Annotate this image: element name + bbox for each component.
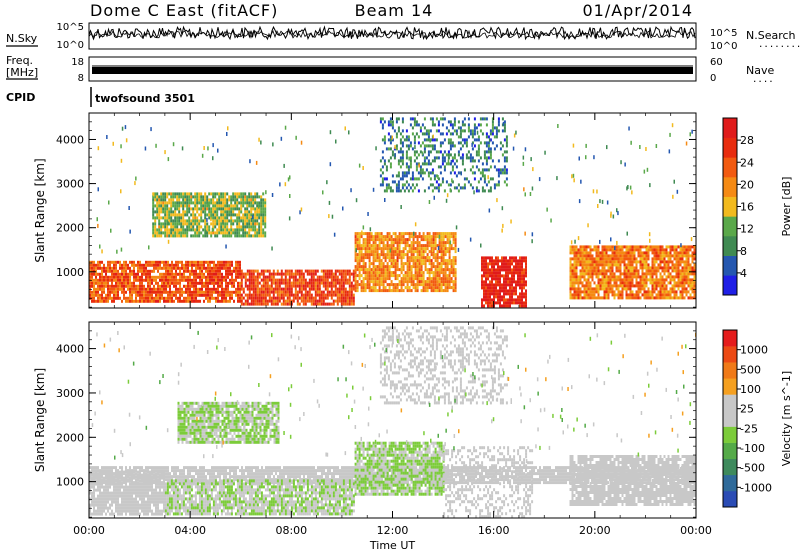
colorbar-tick-label: 20 (740, 178, 754, 191)
x-tick-label: 00:00 (680, 524, 712, 537)
velocity-panel: 1000 2000 3000 4000 00:00 04:00 08:00 12:00 16:0… (33, 322, 712, 552)
colorbar-swatch (723, 216, 737, 236)
colorbar-tick-label: 12 (740, 223, 754, 236)
beam-title: Beam 14 (355, 1, 434, 20)
y-tick-label: 2000 (56, 222, 84, 235)
y-tick-label: 1000 (56, 476, 84, 489)
power-colorbar: 28 24 20 16 12 8 4 Power [dB] (723, 118, 793, 295)
nave-band (92, 67, 693, 74)
colorbar-swatch (723, 177, 737, 197)
freq-trace (92, 66, 693, 74)
colorbar-swatch (723, 378, 737, 394)
echo-band-6 (152, 192, 266, 237)
colorbar-swatch (723, 138, 737, 158)
y-tick-label: 3000 (56, 387, 84, 400)
colorbar-tick-label: -500 (740, 462, 765, 475)
noise-left-bottom: 10^0 (57, 40, 84, 51)
colorbar-tick-label: -100 (740, 442, 765, 455)
colorbar-swatch (723, 275, 737, 295)
colorbar-tick-label: 4 (740, 267, 747, 280)
echo-band-3 (355, 232, 457, 292)
x-tick-label: 08:00 (275, 524, 307, 537)
colorbar-swatch (723, 256, 737, 276)
colorbar-tick-label: 1000 (740, 344, 768, 357)
x-tick-label: 12:00 (377, 524, 409, 537)
freq-left-bottom: 8 (78, 73, 84, 84)
x-tick-label: 04:00 (174, 524, 206, 537)
y-tick-label: 4000 (56, 133, 84, 146)
colorbar-swatch (723, 459, 737, 475)
colorbar-tick-label: 24 (740, 156, 754, 169)
power-panel: 1000 2000 3000 4000 Slant Range [km] (33, 113, 698, 308)
x-tick-label: 00:00 (73, 524, 105, 537)
x-tick-label: 16:00 (478, 524, 510, 537)
colorbar-tick-label: 16 (740, 201, 754, 214)
y-tick-label: 2000 (56, 431, 84, 444)
station-title: Dome C East (fitACF) (90, 1, 278, 20)
noise-right-top: 10^5 (710, 28, 737, 39)
colorbar-swatch (723, 118, 737, 138)
x-tick-label: 20:00 (579, 524, 611, 537)
nave-right-top: 60 (710, 57, 723, 68)
freq-unit-label: [MHz] (6, 66, 38, 79)
colorbar-swatch (723, 475, 737, 491)
nave-right-bottom: 0 (710, 73, 716, 84)
cpid-value: twofsound 3501 (95, 92, 195, 105)
freq-left-top: 18 (71, 57, 84, 68)
colorbar-swatch (723, 157, 737, 177)
nave-marker: .... (752, 75, 774, 85)
colorbar-swatch (723, 410, 737, 426)
noise-left-top: 10^5 (57, 22, 84, 33)
y-tick-label: 3000 (56, 178, 84, 191)
colorbar-tick-label: 28 (740, 134, 754, 147)
colorbar-swatch (723, 346, 737, 362)
colorbar-swatch (723, 362, 737, 378)
colorbar-swatch (723, 427, 737, 443)
velocity-colorbar: 1000 500 100 25 -25 -100 -500 -1000 Velocity [m … (723, 330, 793, 507)
y-tick-label: 1000 (56, 266, 84, 279)
y-tick-label: 4000 (56, 343, 84, 356)
colorbar-tick-label: -1000 (740, 481, 772, 494)
colorbar-swatch (723, 197, 737, 217)
colorbar-label: Velocity [m s^-1] (780, 371, 793, 466)
colorbar-tick-label: 100 (740, 383, 761, 396)
colorbar-swatch (723, 491, 737, 507)
colorbar-tick-label: 8 (740, 245, 747, 258)
colorbar-swatch (723, 236, 737, 256)
colorbar-swatch (723, 394, 737, 410)
nsearch-marker: ........ (758, 40, 800, 50)
date-title: 01/Apr/2014 (582, 1, 693, 20)
colorbar-tick-label: -25 (740, 422, 758, 435)
colorbar-swatch (723, 330, 737, 346)
colorbar-tick-label: 500 (740, 363, 761, 376)
nsky-label: N.Sky (6, 32, 38, 45)
y-axis-label: Slant Range [km] (33, 158, 47, 262)
colorbar-swatch (723, 443, 737, 459)
colorbar-label: Power [dB] (780, 177, 793, 237)
x-axis-label: Time UT (369, 539, 415, 552)
noise-right-bottom: 10^0 (710, 41, 737, 52)
cpid-label: CPID (6, 91, 35, 104)
colorbar-tick-label: 25 (740, 403, 754, 416)
y-axis-label: Slant Range [km] (33, 368, 47, 472)
